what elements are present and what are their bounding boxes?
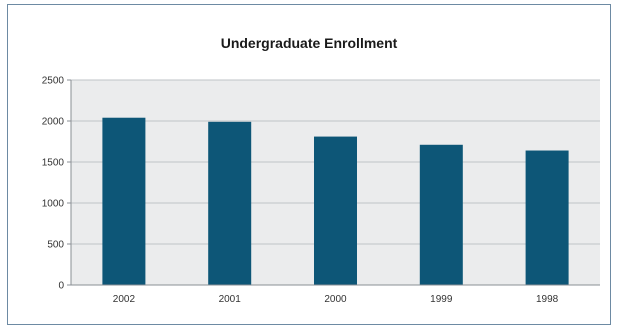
gridlines	[71, 79, 600, 245]
bar	[419, 144, 463, 285]
y-tick-label: 2500	[42, 76, 65, 87]
y-tick-label: 2000	[42, 117, 65, 128]
y-tick-label: 1500	[42, 158, 65, 169]
x-tick-label: 1999	[430, 294, 453, 305]
bar	[208, 121, 252, 285]
x-tick-label: 1998	[536, 294, 559, 305]
x-tick-label: 2001	[219, 294, 242, 305]
y-tick-label: 1000	[42, 199, 65, 210]
y-tick-label: 0	[58, 281, 64, 292]
x-tick-label: 2000	[324, 294, 347, 305]
x-tick-label: 2002	[113, 294, 136, 305]
bar	[525, 150, 569, 285]
chart-title: Undergraduate Enrollment	[220, 35, 398, 51]
bar	[314, 136, 357, 285]
bar	[102, 117, 146, 285]
y-tick-label: 500	[47, 240, 64, 251]
x-tick-labels: 2002 2001 2000 1999 1998	[113, 294, 559, 305]
y-tick-labels: 0 500 1000 1500 2000 2500	[42, 76, 71, 292]
bars	[102, 117, 569, 285]
